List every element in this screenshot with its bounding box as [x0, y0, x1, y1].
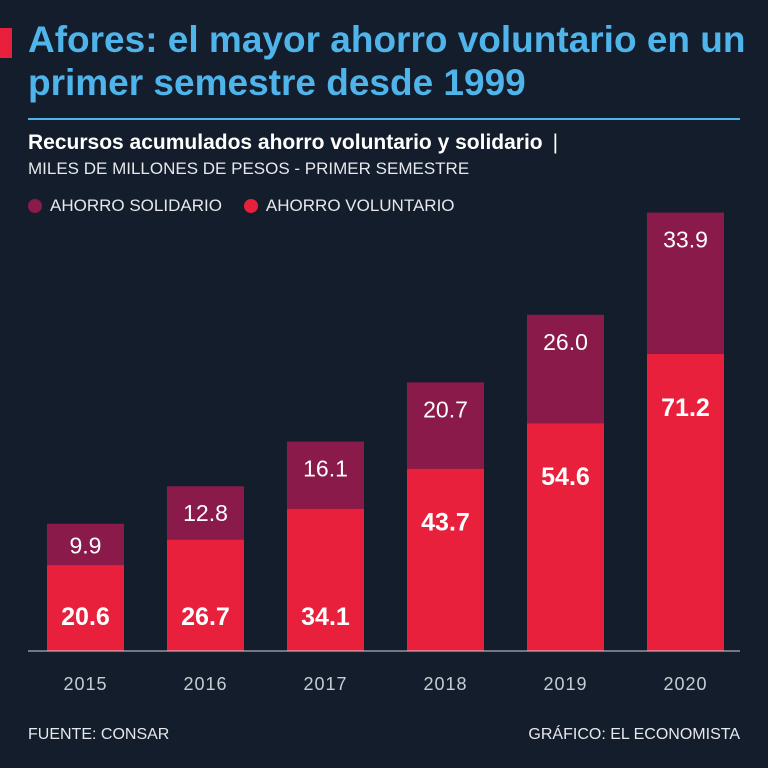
credit-note: GRÁFICO: EL ECONOMISTA [528, 726, 740, 743]
label-voluntario-2015: 20.6 [61, 603, 110, 631]
legend-swatch-voluntario [243, 199, 258, 213]
bar-voluntario-2015 [47, 565, 124, 651]
bar-solidario-2019 [527, 314, 604, 424]
label-voluntario-2020: 71.2 [661, 394, 710, 422]
label-solidario-2015: 9.9 [70, 532, 102, 558]
x-tick-label-2020: 2020 [663, 674, 707, 694]
legend: AHORRO SOLIDARIO AHORRO VOLUNTARIO [28, 196, 455, 216]
legend-swatch-solidario [28, 199, 42, 213]
x-tick-label-2015: 2015 [63, 674, 107, 694]
label-solidario-2019: 26.0 [543, 329, 588, 355]
bar-solidario-2015 [47, 523, 124, 566]
label-solidario-2020: 33.9 [663, 227, 708, 253]
label-voluntario-2017: 34.1 [301, 603, 350, 631]
legend-item-voluntario: AHORRO VOLUNTARIO [243, 196, 455, 216]
label-solidario-2017: 16.1 [303, 456, 348, 482]
label-solidario-2016: 12.8 [183, 500, 228, 526]
bar-voluntario-2020 [647, 353, 724, 651]
units-label: MILES DE MILLONES DE PESOS - PRIMER SEME… [28, 159, 470, 178]
subtitle-text: Recursos acumulados ahorro voluntario y … [28, 131, 543, 154]
label-voluntario-2018: 43.7 [421, 509, 470, 537]
x-tick-label-2019: 2019 [543, 674, 587, 694]
chart-title: Afores: el mayor ahorro voluntario en un… [28, 19, 746, 103]
legend-item-solidario: AHORRO SOLIDARIO [28, 196, 222, 216]
bar-voluntario-2017 [287, 508, 364, 651]
bar-voluntario-2016 [167, 539, 244, 651]
label-voluntario-2019: 54.6 [541, 463, 590, 491]
bar-voluntario-2018 [407, 468, 484, 651]
chart-subtitle: Recursos acumulados ahorro voluntario y … [28, 131, 758, 155]
bar-voluntario-2019 [527, 423, 604, 651]
label-solidario-2018: 20.7 [423, 396, 468, 422]
bar-solidario-2020 [647, 212, 724, 354]
bar-solidario-2018 [407, 382, 484, 469]
bar-solidario-2016 [167, 486, 244, 540]
accent-bar [0, 28, 12, 58]
source-note: FUENTE: CONSAR [28, 726, 170, 743]
x-tick-label-2018: 2018 [423, 674, 467, 694]
bar-solidario-2017 [287, 441, 364, 509]
legend-label-voluntario: AHORRO VOLUNTARIO [265, 196, 455, 215]
x-tick-label-2017: 2017 [303, 674, 347, 694]
x-tick-label-2016: 2016 [183, 674, 227, 694]
label-voluntario-2016: 26.7 [181, 603, 230, 631]
title-divider [28, 118, 740, 120]
subtitle-separator: | [552, 131, 559, 154]
legend-label-solidario: AHORRO SOLIDARIO [50, 196, 222, 215]
